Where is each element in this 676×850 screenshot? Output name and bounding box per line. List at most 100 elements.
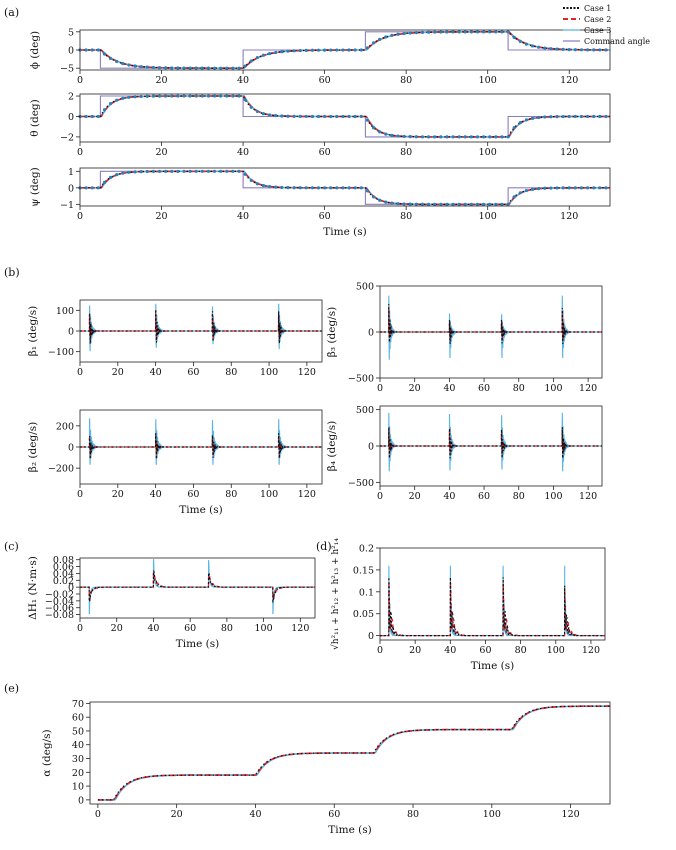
data-point <box>598 48 602 52</box>
x-tick-label: 20 <box>155 211 167 222</box>
data-point <box>133 95 137 99</box>
data-point <box>475 135 480 139</box>
x-tick-label: 80 <box>400 211 412 222</box>
data-point <box>243 64 247 68</box>
data-point <box>121 171 125 175</box>
data-point <box>384 132 388 136</box>
data-point <box>365 46 370 50</box>
x-tick-label: 100 <box>260 367 278 378</box>
data-point <box>145 65 149 69</box>
x-tick-label: 80 <box>407 809 419 820</box>
y-tick-label: 0.04 <box>53 569 74 580</box>
data-point <box>506 202 510 206</box>
data-point <box>420 135 425 139</box>
x-tick-label: 80 <box>221 623 233 634</box>
y-tick-label: 20 <box>72 768 84 779</box>
data-point <box>537 45 541 49</box>
data-point <box>402 202 406 206</box>
data-point <box>414 202 418 206</box>
data-point <box>237 169 241 173</box>
data-point <box>457 135 461 139</box>
data-point <box>255 109 259 114</box>
series-case-1 <box>380 427 602 459</box>
data-point <box>341 114 345 119</box>
x-tick-label: 60 <box>319 211 331 222</box>
data-point <box>530 116 535 120</box>
data-point <box>518 121 522 125</box>
data-point <box>243 172 247 176</box>
data-point <box>457 30 461 34</box>
data-point <box>102 180 107 184</box>
x-tick-label: 60 <box>187 367 199 378</box>
data-point <box>426 30 431 34</box>
data-point <box>96 186 100 190</box>
data-point <box>151 94 155 98</box>
x-tick-label: 60 <box>319 75 331 86</box>
data-point <box>329 48 333 52</box>
data-point <box>469 30 473 34</box>
x-tick-label: 120 <box>582 645 600 656</box>
data-point <box>286 49 290 53</box>
data-point <box>157 66 162 70</box>
data-point <box>96 114 100 119</box>
data-point <box>310 48 314 52</box>
data-point <box>518 191 522 195</box>
data-point <box>475 202 480 206</box>
legend-label: Case 3 <box>584 26 611 35</box>
plot-frame <box>79 557 316 619</box>
x-tick-label: 40 <box>237 75 249 86</box>
data-point <box>390 133 394 137</box>
y-tick-label: 0.1 <box>359 587 374 598</box>
x-tick-label: 0 <box>95 809 101 820</box>
data-point <box>518 39 522 44</box>
panel-label: (c) <box>4 540 19 553</box>
data-point <box>506 135 510 139</box>
x-tick-label: 20 <box>409 491 421 502</box>
data-point <box>329 186 333 190</box>
x-tick-label: 80 <box>225 367 237 378</box>
x-tick-label: 80 <box>225 489 237 500</box>
y-tick-label: 0.2 <box>359 544 374 555</box>
data-point <box>530 187 535 191</box>
data-point <box>304 48 308 52</box>
data-point <box>524 42 529 46</box>
data-point <box>537 187 541 191</box>
data-point <box>176 66 180 70</box>
data-point <box>524 118 529 122</box>
y-axis-label: ϕ (deg) <box>29 31 41 69</box>
data-point <box>408 202 412 206</box>
data-point <box>298 186 302 190</box>
data-point <box>274 50 278 55</box>
data-point <box>219 66 223 70</box>
series-case-3 <box>380 565 605 637</box>
data-point <box>145 169 149 174</box>
data-point <box>164 66 168 70</box>
data-point <box>310 186 314 190</box>
x-tick-label: 80 <box>513 491 525 502</box>
data-point <box>390 33 394 37</box>
data-point <box>488 202 492 206</box>
y-tick-label: −0.06 <box>45 603 74 614</box>
data-point <box>323 114 327 119</box>
data-point <box>84 186 88 190</box>
x-tick-label: 40 <box>443 383 455 394</box>
data-point <box>445 135 449 139</box>
chart-c: 0 20 40 60 80 100 120−0.08−0.06−0.04−0.0200.02… <box>27 555 316 650</box>
data-point <box>231 169 235 173</box>
x-tick-label: 40 <box>444 645 456 656</box>
data-point <box>408 135 412 139</box>
data-point <box>335 186 339 190</box>
data-point <box>194 66 198 70</box>
data-point <box>182 94 186 98</box>
data-point <box>316 48 321 52</box>
y-tick-label: 500 <box>356 405 374 416</box>
data-point <box>384 200 388 204</box>
data-point <box>482 135 486 139</box>
data-point <box>359 186 363 190</box>
data-point <box>108 56 113 61</box>
x-tick-label: 0 <box>77 623 83 634</box>
data-point <box>353 48 357 52</box>
x-tick-label: 0 <box>77 75 83 86</box>
x-tick-label: 80 <box>400 147 412 158</box>
y-tick-label: 0.08 <box>53 555 74 566</box>
